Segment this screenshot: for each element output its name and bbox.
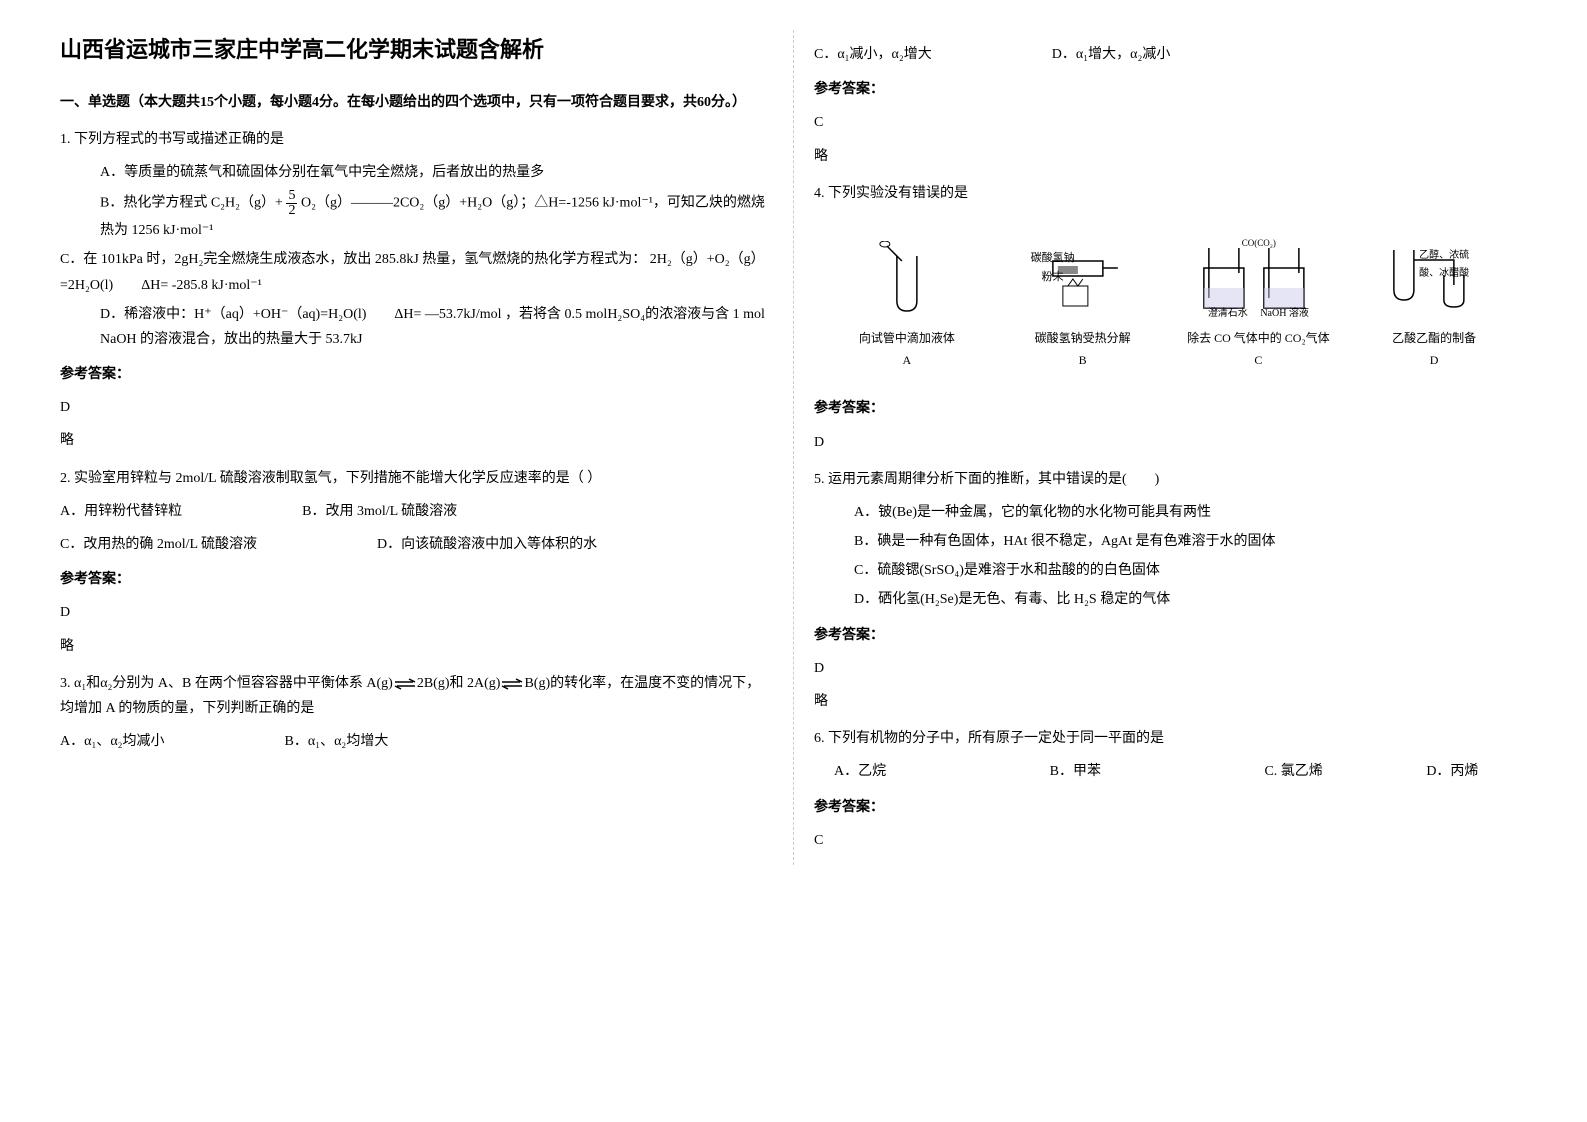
option-c: C．在 101kPa 时，2gH₂完全燃烧生成液态水，放出 285.8kJ 热量… xyxy=(60,247,773,297)
option-d: D．向该硫酸溶液中加入等体积的水 xyxy=(377,532,597,557)
equilibrium-icon xyxy=(393,678,417,690)
question-text: 4. 下列实验没有错误的是 xyxy=(814,181,1527,206)
equilibrium-icon xyxy=(500,678,524,690)
option-b: B．热化学方程式 C₂H₂（g）+ 52 O₂（g）———2CO₂（g）+H₂O… xyxy=(100,189,773,243)
answer: D xyxy=(60,600,773,625)
label-b-top1: 碳酸氢钠 xyxy=(1031,252,1075,264)
q3-mid: 2B(g)和 2A(g) xyxy=(417,676,501,691)
option-a: A．等质量的硫蒸气和硫固体分别在氧气中完全燃烧，后者放出的热量多 xyxy=(100,160,773,185)
label-d-top2: 酸、冰醋酸 xyxy=(1419,268,1469,279)
answer-label: 参考答案： xyxy=(814,623,1527,648)
label-b-bot: B xyxy=(1000,350,1166,372)
left-column: 山西省运城市三家庄中学高二化学期末试题含解析 一、单选题（本大题共15个小题，每… xyxy=(40,30,794,865)
fraction: 52 xyxy=(286,189,297,218)
option-a: A．乙烷 xyxy=(834,764,886,779)
label-d-top1: 乙醇、浓硫 xyxy=(1419,250,1469,261)
option-b: B．α₁、α₂均增大 xyxy=(285,729,389,754)
option-b: B．碘是一种有色固体，HAt 很不稳定，AgAt 是有色难溶于水的固体 xyxy=(854,529,1527,554)
answer: C xyxy=(814,828,1527,853)
label-a-bot: A xyxy=(824,350,990,372)
option-d: D．硒化氢(H₂Se)是无色、有毒、比 H₂S 稳定的气体 xyxy=(854,587,1527,612)
answer: D xyxy=(814,430,1527,455)
question-4: 4. 下列实验没有错误的是 向试管中滴加液体 A xyxy=(814,181,1527,455)
answer: D xyxy=(60,395,773,420)
diagram-d: 乙醇、浓硫 酸、冰醋酸 乙酸乙酯的制备 D xyxy=(1351,235,1517,372)
option-d: D．α₁增大，α₂减小 xyxy=(1052,42,1171,67)
options-row: C．α₁减小，α₂增大 D．α₁增大，α₂减小 xyxy=(814,42,1527,67)
option-b: B．改用 3mol/L 硫酸溶液 xyxy=(302,499,457,524)
label-b-top2: 粉末 xyxy=(1042,271,1064,283)
option-c: C．硫酸锶(SrSO₄)是难溶于水和盐酸的的白色固体 xyxy=(854,558,1527,583)
right-column: C．α₁减小，α₂增大 D．α₁增大，α₂减小 参考答案： C 略 4. 下列实… xyxy=(794,30,1547,865)
label-c-mid2: NaOH 溶液 xyxy=(1260,308,1309,319)
question-text: 2. 实验室用锌粒与 2mol/L 硫酸溶液制取氢气，下列措施不能增大化学反应速… xyxy=(60,466,773,491)
diagram-b: 碳酸氢钠 粉末 碳酸氢钠受热分解 B xyxy=(1000,231,1166,371)
question-1: 1. 下列方程式的书写或描述正确的是 A．等质量的硫蒸气和硫固体分别在氧气中完全… xyxy=(60,127,773,454)
option-d: D．丙烯 xyxy=(1426,764,1478,779)
answer-label: 参考答案： xyxy=(814,77,1527,102)
page-title: 山西省运城市三家庄中学高二化学期末试题含解析 xyxy=(60,30,773,70)
options-row: A．用锌粉代替锌粒 B．改用 3mol/L 硫酸溶液 xyxy=(60,499,773,524)
question-3: 3. α₁和α₂分别为 A、B 在两个恒容容器中平衡体系 A(g) 2B(g)和 … xyxy=(60,671,773,755)
answer-label: 参考答案： xyxy=(814,795,1527,820)
option-a: A．用锌粉代替锌粒 xyxy=(60,499,182,524)
experiment-diagrams: 向试管中滴加液体 A 碳酸氢钠 粉末 碳酸氢钠受热分解 B xyxy=(814,221,1527,381)
diagram-c: CO(CO₂) 澄清石水 NaOH 溶液 除去 CO 气体中的 CO₂气体 C xyxy=(1176,238,1342,372)
omit: 略 xyxy=(60,428,773,453)
test-tube-icon xyxy=(824,241,990,321)
omit: 略 xyxy=(814,144,1527,169)
answer: D xyxy=(814,656,1527,681)
options-row: C．改用热的确 2mol/L 硫酸溶液 D．向该硫酸溶液中加入等体积的水 xyxy=(60,532,773,557)
label-c-mid1: 澄清石水 xyxy=(1208,308,1248,319)
answer-label: 参考答案： xyxy=(814,396,1527,421)
option-b: B．甲苯 xyxy=(1050,764,1101,779)
label-d-bot2: D xyxy=(1351,350,1517,372)
options-row: A．乙烷 B．甲苯 C. 氯乙烯 D．丙烯 xyxy=(814,759,1527,784)
question-6: 6. 下列有机物的分子中，所有原子一定处于同一平面的是 A．乙烷 B．甲苯 C.… xyxy=(814,726,1527,853)
fraction-den: 2 xyxy=(286,204,297,218)
answer-label: 参考答案： xyxy=(60,362,773,387)
question-text: 5. 运用元素周期律分析下面的推断，其中错误的是( ) xyxy=(814,467,1527,492)
options-row: A．α₁、α₂均减小 B．α₁、α₂均增大 xyxy=(60,729,773,754)
answer: C xyxy=(814,110,1527,135)
label-c-bot1: 除去 CO 气体中的 CO₂气体 xyxy=(1176,328,1342,350)
optb-prefix: B．热化学方程式 C₂H₂（g）+ xyxy=(100,196,286,211)
answer-label: 参考答案： xyxy=(60,567,773,592)
omit: 略 xyxy=(60,634,773,659)
fraction-num: 5 xyxy=(286,189,297,204)
omit: 略 xyxy=(814,689,1527,714)
q3-before: 3. α₁和α₂分别为 A、B 在两个恒容容器中平衡体系 A(g) xyxy=(60,676,393,691)
svg-text:CO(CO₂): CO(CO₂) xyxy=(1241,238,1275,248)
option-c: C．改用热的确 2mol/L 硫酸溶液 xyxy=(60,532,257,557)
question-3-cont: C．α₁减小，α₂增大 D．α₁增大，α₂减小 参考答案： C 略 xyxy=(814,42,1527,169)
question-5: 5. 运用元素周期律分析下面的推断，其中错误的是( ) A．铍(Be)是一种金属… xyxy=(814,467,1527,715)
question-2: 2. 实验室用锌粒与 2mol/L 硫酸溶液制取氢气，下列措施不能增大化学反应速… xyxy=(60,466,773,659)
question-text: 6. 下列有机物的分子中，所有原子一定处于同一平面的是 xyxy=(814,726,1527,751)
question-text: 3. α₁和α₂分别为 A、B 在两个恒容容器中平衡体系 A(g) 2B(g)和 … xyxy=(60,671,773,721)
option-c: C．α₁减小，α₂增大 xyxy=(814,42,932,67)
label-b-mid: 碳酸氢钠受热分解 xyxy=(1000,328,1166,350)
diagram-a: 向试管中滴加液体 A xyxy=(824,241,990,372)
section-header: 一、单选题（本大题共15个小题，每小题4分。在每小题给出的四个选项中，只有一项符… xyxy=(60,90,773,115)
option-a: A．铍(Be)是一种金属，它的氧化物的水化物可能具有两性 xyxy=(854,500,1527,525)
label-c-bot2: C xyxy=(1176,350,1342,372)
question-text: 1. 下列方程式的书写或描述正确的是 xyxy=(60,127,773,152)
q-text: 下列方程式的书写或描述正确的是 xyxy=(74,132,284,147)
label-d-bot1: 乙酸乙酯的制备 xyxy=(1351,328,1517,350)
option-c: C. 氯乙烯 xyxy=(1264,764,1322,779)
option-a: A．α₁、α₂均减小 xyxy=(60,729,165,754)
q-num: 1. xyxy=(60,132,74,147)
option-d: D．稀溶液中：H⁺（aq）+OH⁻（aq)=H₂O(l) ΔH= —53.7kJ… xyxy=(100,302,773,352)
label-a-top: 向试管中滴加液体 xyxy=(824,328,990,350)
